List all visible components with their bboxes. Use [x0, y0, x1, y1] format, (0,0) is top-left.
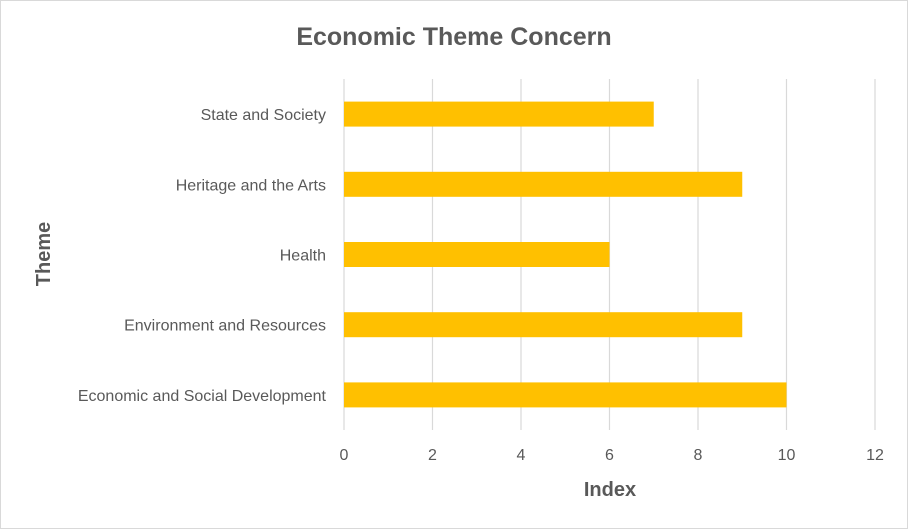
- category-label: Environment and Resources: [124, 318, 326, 335]
- bar: [344, 312, 743, 338]
- category-labels: State and Society Heritage and the Arts He…: [78, 107, 327, 405]
- bar: [344, 382, 787, 408]
- bars: [344, 101, 787, 408]
- category-label: State and Society: [201, 107, 326, 124]
- bar: [344, 171, 743, 197]
- chart-title: Economic Theme Concern: [296, 23, 611, 51]
- category-label: Health: [280, 248, 326, 265]
- x-tick-label: 12: [866, 447, 884, 464]
- category-label: Heritage and the Arts: [176, 177, 326, 194]
- y-axis-title: Theme: [33, 222, 55, 286]
- x-tick-label: 2: [428, 447, 437, 464]
- x-tick-label: 8: [694, 447, 703, 464]
- x-tick-label: 4: [517, 447, 526, 464]
- x-axis-title: Index: [584, 479, 636, 501]
- x-tick-labels: 0 2 4 6 8 10 12: [340, 447, 884, 464]
- x-tick-label: 10: [778, 447, 796, 464]
- bar: [344, 242, 610, 267]
- bar: [344, 101, 654, 127]
- x-tick-label: 6: [605, 447, 614, 464]
- x-tick-label: 0: [340, 447, 349, 464]
- gridlines: [343, 79, 876, 430]
- category-label: Economic and Social Development: [78, 388, 327, 405]
